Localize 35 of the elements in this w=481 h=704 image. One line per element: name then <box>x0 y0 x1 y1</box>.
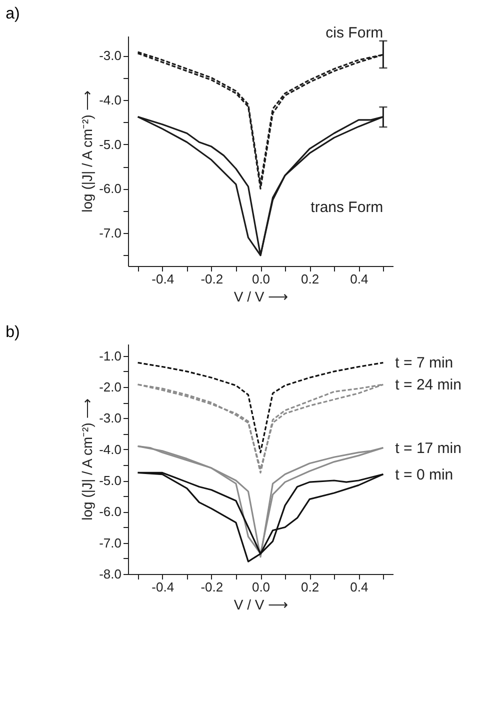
y-tick-label: -6.0 <box>99 504 122 520</box>
y-tick-label: -2.0 <box>99 380 122 395</box>
y-tick-label: -3.0 <box>99 410 122 426</box>
series-label: cis Form <box>326 24 384 42</box>
x-tick-label: -0.4 <box>152 272 174 286</box>
x-axis-title: V / V ⟶ <box>234 596 288 612</box>
x-tick-label: 0.2 <box>301 580 320 594</box>
y-tick-label: -8.0 <box>99 566 122 582</box>
y-axis-title: log (|J| / A cm⁻²) ⟶ <box>79 90 96 212</box>
series-label: t = 17 min <box>395 440 462 457</box>
x-axis-title: V / V ⟶ <box>234 288 288 304</box>
x-tick-label: 0.4 <box>350 272 368 286</box>
y-tick-label: -1.0 <box>99 348 122 364</box>
chart-title: b) <box>6 324 20 341</box>
y-tick-label: -6.0 <box>99 181 122 196</box>
chart-title: a) <box>6 6 20 23</box>
y-tick-label: -3.0 <box>99 48 122 64</box>
y-tick-label: -5.0 <box>99 473 122 488</box>
series-label: t = 7 min <box>395 354 454 372</box>
x-tick-label: 0.2 <box>301 272 320 286</box>
y-tick-label: -5.0 <box>99 136 122 152</box>
y-tick-label: -7.0 <box>99 535 122 550</box>
x-tick-label: 0.4 <box>350 580 368 594</box>
y-tick-label: -7.0 <box>99 226 122 241</box>
y-tick-label: -4.0 <box>99 92 122 108</box>
x-tick-label: 0.0 <box>252 580 270 594</box>
series-label: t = 24 min <box>395 376 462 394</box>
x-tick-label: 0.0 <box>252 272 270 286</box>
series-label: t = 0 min <box>395 466 454 484</box>
y-tick-label: -4.0 <box>99 442 122 457</box>
x-tick-label: -0.2 <box>200 580 224 594</box>
x-tick-label: -0.4 <box>152 580 174 594</box>
x-tick-label: -0.2 <box>200 272 224 286</box>
y-axis-title: log (|J| / A cm⁻²) ⟶ <box>79 398 96 520</box>
text: trans Form <box>310 198 384 216</box>
